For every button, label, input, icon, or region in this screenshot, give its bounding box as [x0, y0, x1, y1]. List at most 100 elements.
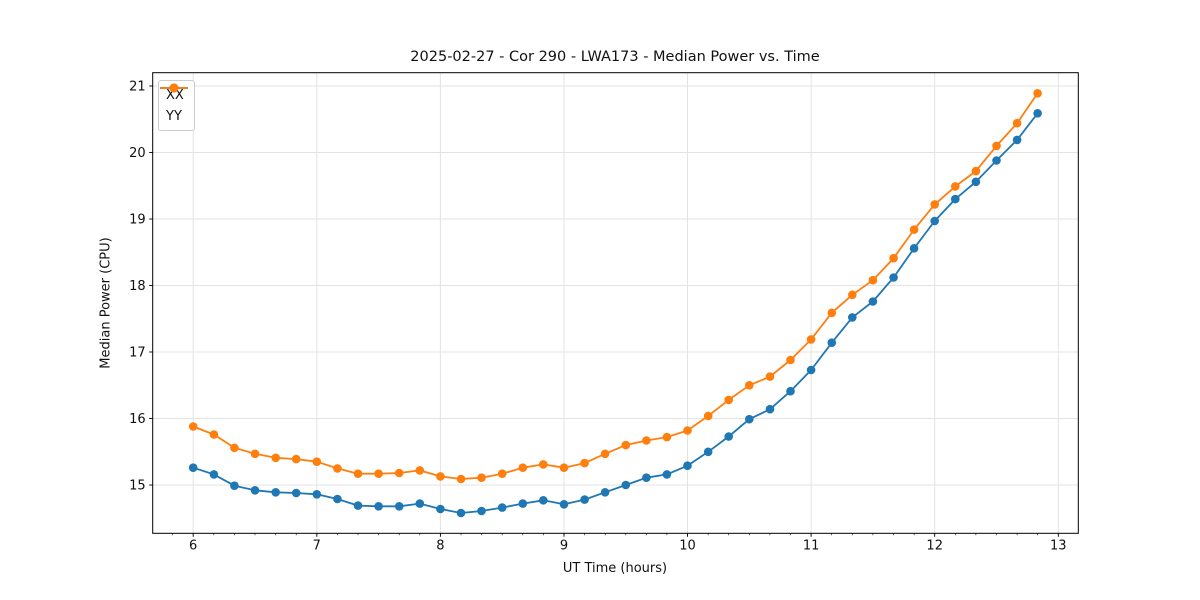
data-point-xx — [374, 502, 383, 511]
data-point-yy — [312, 457, 322, 467]
data-point-yy — [889, 253, 898, 263]
legend-label-yy: YY — [166, 108, 182, 124]
data-point-xx — [230, 481, 239, 491]
legend: XX YY — [158, 80, 195, 131]
data-point-yy — [683, 426, 692, 435]
data-point-yy — [930, 200, 939, 209]
data-point-xx — [394, 502, 404, 511]
data-point-yy — [1012, 118, 1022, 128]
data-point-yy — [600, 449, 610, 459]
data-point-xx — [333, 494, 342, 504]
data-point-xx — [786, 386, 795, 396]
data-point-xx — [868, 297, 878, 306]
x-tick-label: 10 — [679, 539, 696, 554]
data-point-xx — [827, 338, 837, 348]
legend-item-yy: YY — [160, 83, 188, 126]
data-point-yy — [374, 469, 383, 479]
data-point-xx — [724, 432, 733, 441]
data-point-yy — [436, 472, 445, 481]
data-point-xx — [456, 508, 466, 518]
data-point-xx — [642, 473, 651, 483]
data-point-xx — [662, 470, 672, 479]
data-point-yy — [951, 182, 960, 191]
y-tick-label: 18 — [129, 279, 146, 294]
data-point-xx — [291, 488, 301, 498]
data-point-yy — [477, 473, 486, 483]
legend-label-xx: XX — [166, 87, 184, 103]
data-point-yy — [1033, 89, 1042, 98]
data-point-yy — [271, 453, 281, 463]
series-line-xx — [192, 112, 1039, 514]
data-point-yy — [642, 436, 651, 445]
data-point-xx — [806, 365, 816, 375]
data-point-yy — [230, 443, 239, 453]
data-point-yy — [724, 395, 733, 405]
data-point-yy — [662, 432, 672, 442]
data-point-yy — [806, 335, 816, 344]
data-point-yy — [394, 468, 404, 478]
data-point-yy — [559, 463, 569, 473]
data-point-yy — [868, 275, 878, 285]
data-point-yy — [992, 141, 1001, 151]
data-point-xx — [889, 273, 898, 282]
data-point-xx — [745, 414, 754, 424]
x-tick-label: 11 — [803, 539, 820, 554]
data-point-yy — [971, 166, 981, 176]
data-point-yy — [909, 225, 919, 234]
data-point-xx — [580, 495, 589, 504]
data-point-yy — [333, 464, 342, 473]
data-point-yy — [621, 440, 631, 450]
line-marker-icon — [160, 83, 188, 93]
data-point-xx — [703, 447, 713, 457]
data-point-yy — [580, 458, 589, 468]
data-point-xx — [353, 501, 363, 510]
data-point-yy — [745, 381, 754, 390]
y-tick-label: 20 — [129, 146, 146, 161]
data-point-xx — [600, 488, 610, 497]
data-point-xx — [436, 504, 445, 514]
data-point-xx — [930, 216, 939, 226]
data-point-yy — [209, 430, 219, 439]
data-point-xx — [250, 486, 260, 495]
data-point-yy — [703, 411, 713, 421]
x-tick-label: 9 — [560, 539, 568, 554]
data-point-yy — [539, 460, 548, 469]
data-point-yy — [827, 308, 837, 318]
x-tick-label: 8 — [436, 539, 444, 554]
data-point-xx — [765, 404, 775, 414]
data-point-xx — [683, 461, 692, 471]
data-point-xx — [539, 496, 548, 505]
data-point-yy — [765, 372, 775, 381]
data-point-yy — [291, 454, 301, 464]
y-tick-label: 21 — [129, 80, 146, 95]
data-point-xx — [848, 313, 857, 322]
x-tick-label: 7 — [313, 539, 321, 554]
y-tick-label: 15 — [129, 479, 146, 494]
x-axis-label: UT Time (hours) — [562, 561, 668, 576]
data-point-xx — [621, 480, 631, 490]
data-point-yy — [518, 463, 528, 473]
data-point-yy — [353, 469, 363, 479]
chart-title: 2025-02-27 - Cor 290 - LWA173 - Median P… — [410, 49, 820, 65]
axes-frame — [152, 72, 1079, 534]
data-point-xx — [415, 499, 425, 508]
data-point-xx — [312, 490, 322, 499]
data-point-yy — [786, 355, 795, 365]
data-point-xx — [1033, 109, 1042, 118]
x-tick-label: 12 — [926, 539, 943, 554]
data-point-yy — [188, 422, 198, 431]
x-tick-label: 6 — [189, 539, 197, 554]
x-tick-label: 13 — [1050, 539, 1067, 554]
data-point-xx — [909, 244, 919, 253]
data-point-xx — [209, 470, 219, 479]
data-point-xx — [188, 463, 198, 473]
data-point-xx — [518, 499, 528, 508]
data-point-yy — [497, 469, 507, 479]
y-tick-label: 17 — [129, 346, 146, 361]
y-tick-label: 16 — [129, 412, 146, 427]
data-point-xx — [271, 488, 281, 497]
data-point-xx — [951, 194, 960, 204]
data-point-xx — [992, 156, 1001, 165]
